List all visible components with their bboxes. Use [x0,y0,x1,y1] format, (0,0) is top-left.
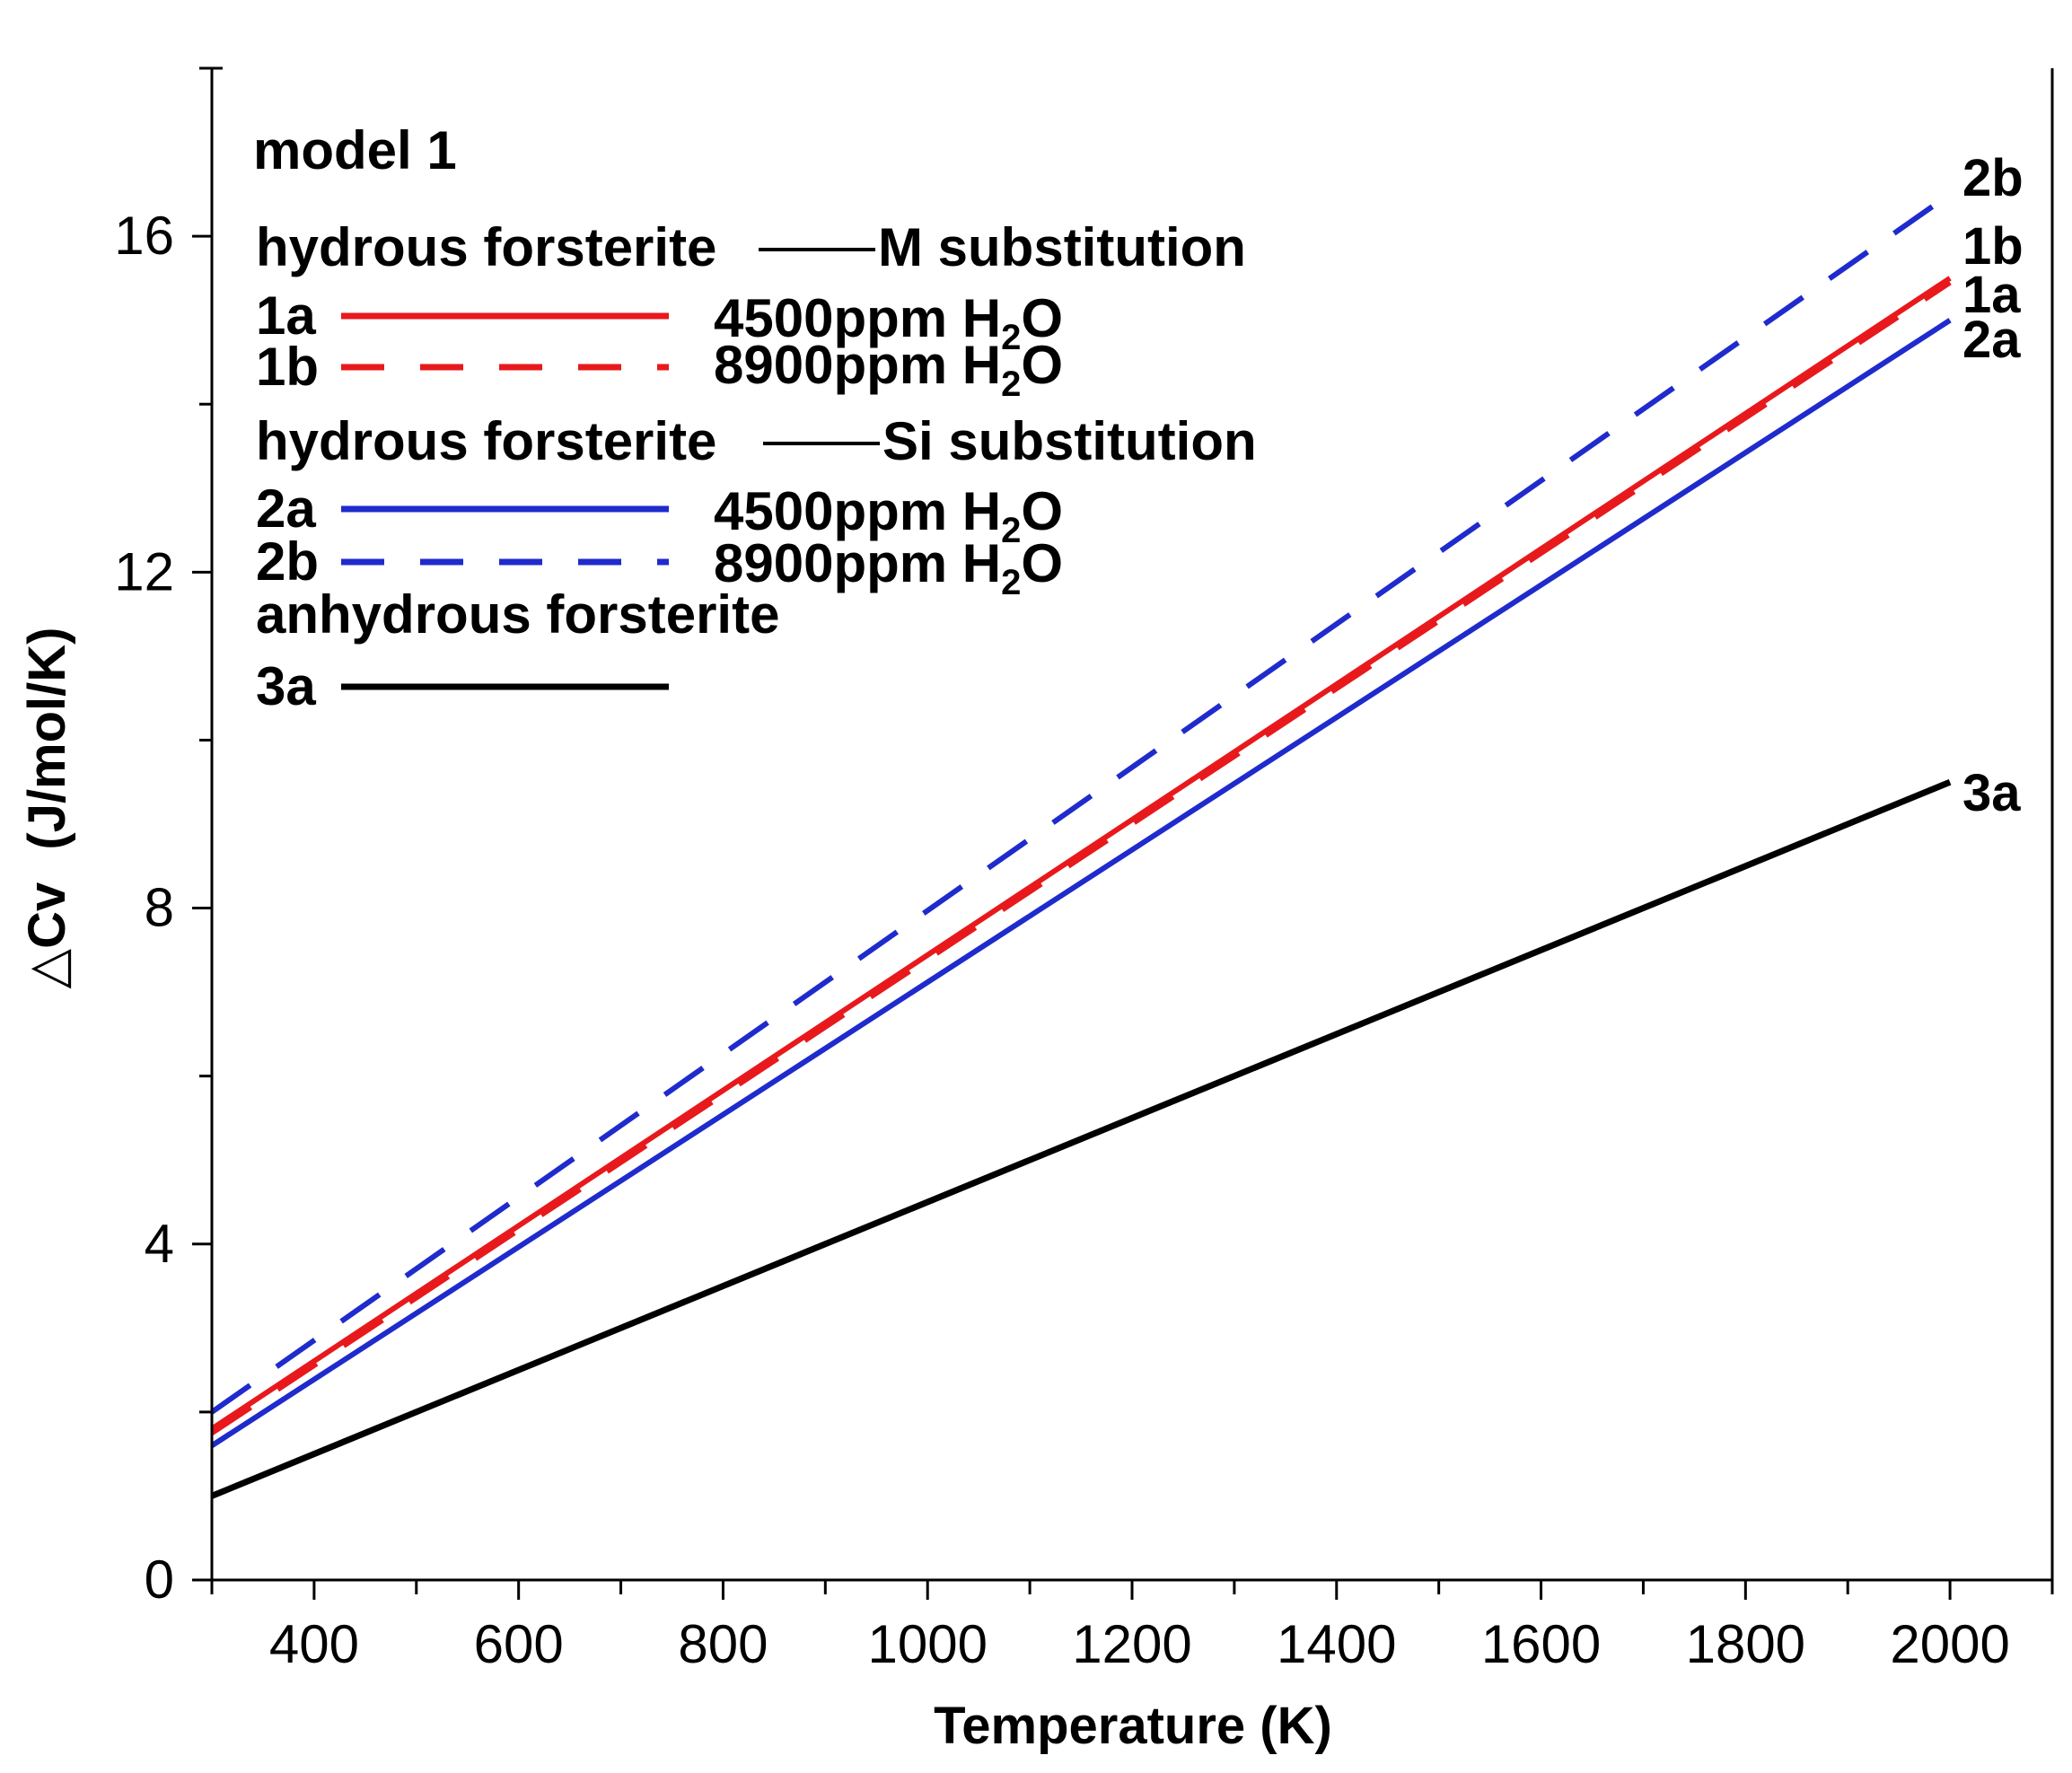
legend-water-tail: O [1021,335,1063,395]
legend-water-tail: O [1021,288,1063,348]
series-line-1a [210,276,1952,1432]
end-label-1b: 1b [1962,217,2024,276]
end-label-1a: 1a [1962,266,2021,324]
legend-group-title-main: hydrous forsterite [256,217,716,277]
legend: hydrous forsterite M substitution 1a 4500pp… [256,217,1257,716]
end-label-2b: 2b [1962,149,2024,207]
legend-water-subscript: 2 [1001,511,1021,550]
legend-water-text: 4500ppm H [714,288,1001,348]
legend-group-title-main: anhydrous forsterite [256,584,779,645]
chart-title: model 1 [253,120,457,180]
legend-entry-label-1b: 1b [256,337,319,397]
legend-water-tail: O [1021,481,1063,541]
x-tick-label: 1400 [1277,1614,1396,1674]
legend-water-text: 4500ppm H [714,481,1001,541]
legend-group-title-sub: M substitution [878,217,1246,277]
legend-water-subscript: 2 [1001,364,1021,404]
series-line-2b [210,191,1952,1415]
x-tick-label: 1200 [1072,1614,1191,1674]
legend-water-2b: 8900ppm H2O [714,533,1063,602]
y-tick-label: 4 [145,1214,174,1274]
x-tick-label: 1800 [1686,1614,1805,1674]
legend-group-title: hydrous forsterite [256,217,716,277]
y-axis-title: △Cv (J/mol/K) [18,628,76,989]
series-line-2a [210,318,1952,1448]
legend-group-title-sub: Si substitution [882,411,1257,471]
legend-entry-label-2a: 2a [256,478,316,539]
legend-entry-label-1a: 1a [256,285,316,346]
legend-entry-label-3a: 3a [256,656,316,716]
legend-water-2a: 4500ppm H2O [714,481,1063,550]
legend-group-title: hydrous forsterite [256,411,716,471]
x-tick-label: 1000 [867,1614,987,1674]
x-tick-label: 2000 [1890,1614,2009,1674]
legend-group-title: anhydrous forsterite [256,584,779,645]
legend-group-title-main: hydrous forsterite [256,411,716,471]
y-axis-title-symbol: △Cv [18,882,76,989]
x-tick-label: 600 [474,1614,564,1674]
legend-water-subscript: 2 [1001,563,1021,602]
legend-water-text: 8900ppm H [714,533,1001,593]
end-label-2a: 2a [1962,311,2021,369]
legend-entry-label-2b: 2b [256,531,319,592]
legend-water-text: 8900ppm H [714,335,1001,395]
y-tick-label: 8 [145,878,174,938]
y-tick-label: 12 [114,541,174,601]
x-tick-label: 1600 [1481,1614,1601,1674]
y-tick-label: 0 [145,1549,174,1610]
x-axis-title: Temperature (K) [934,1697,1332,1755]
series-line-3a [210,778,1952,1499]
end-label-3a: 3a [1962,764,2021,822]
x-tick-label: 800 [678,1614,768,1674]
svg-text:△Cv (J/mol/K): △Cv (J/mol/K) [18,628,76,989]
series-line-1b [210,280,1952,1435]
legend-water-1b: 8900ppm H2O [714,335,1063,404]
y-axis-title-units: (J/mol/K) [18,628,76,850]
legend-water-1a: 4500ppm H2O [714,288,1063,357]
legend-water-subscript: 2 [1001,318,1021,357]
legend-water-tail: O [1021,533,1063,593]
y-tick-label: 16 [114,206,174,266]
x-tick-label: 400 [269,1614,359,1674]
